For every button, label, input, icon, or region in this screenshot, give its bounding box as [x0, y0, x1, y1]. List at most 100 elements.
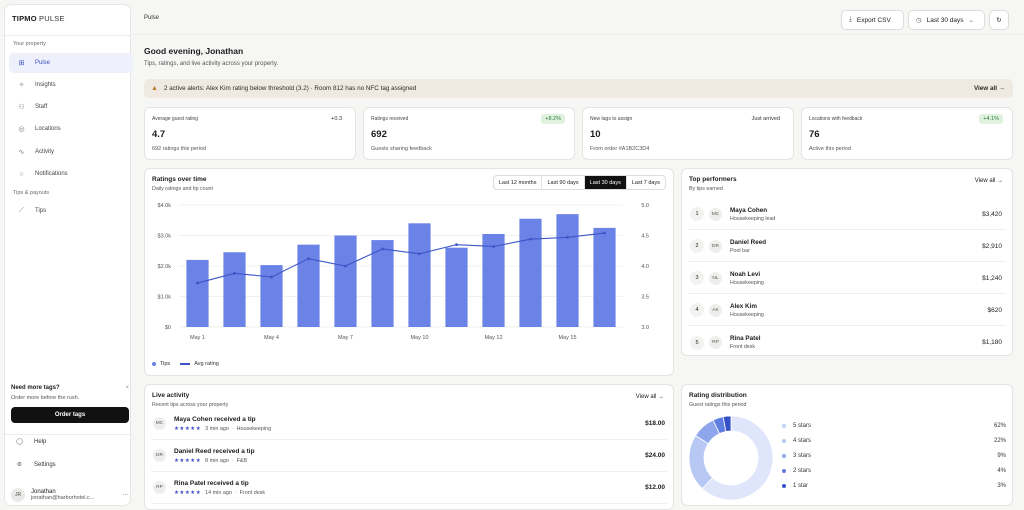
tab-7-days[interactable]: Last 7 days: [631, 179, 660, 186]
donut-slice[interactable]: [722, 415, 732, 432]
tab-12-months[interactable]: Last 12 months: [494, 176, 543, 189]
breadcrumb: Pulse: [144, 15, 160, 21]
ratings-chart: $0 $1.0k $2.0k $3.0k $4.0k 3.0 3.5 4.0 4.5 5.0 May…: [158, 203, 649, 341]
distribution-row: 2 stars 4%: [782, 466, 1006, 476]
sidebar-item-label: Staff: [35, 104, 48, 110]
table-row[interactable]: 2 DR Daniel Reed Pool bar $2,910: [688, 231, 1006, 262]
export-csv-button[interactable]: ⤓ Export CSV: [841, 10, 904, 30]
performer-amount: $2,910: [982, 242, 1002, 250]
activity-title: Maya Cohen received a tip: [174, 415, 256, 423]
chart-title: Ratings over time: [152, 176, 207, 183]
kpi-sub: Active this period: [809, 146, 851, 152]
kpi-delta: +0.3: [331, 116, 342, 122]
bar[interactable]: [408, 223, 431, 327]
distribution-label: 1 star: [793, 483, 809, 489]
separator: ·: [234, 489, 237, 496]
promo-title: Need more tags?: [11, 385, 60, 391]
refresh-button[interactable]: ↻: [989, 10, 1009, 30]
sidebar-item-tips[interactable]: ⟋ Tips: [9, 201, 133, 221]
promo-card: Need more tags? × Order more before the …: [11, 385, 129, 423]
bar[interactable]: [593, 227, 616, 327]
line-point: [344, 264, 347, 268]
legend-swatch: [782, 469, 786, 473]
performers-view-all-link[interactable]: View all →: [974, 178, 1003, 184]
kpi-value: 692: [371, 129, 387, 140]
settings-link[interactable]: ⚙ Settings: [15, 461, 56, 469]
date-range-select[interactable]: ◷ Last 30 days ⌄: [908, 10, 985, 30]
kpi-label: Ratings received: [371, 116, 409, 122]
bar[interactable]: [556, 214, 579, 327]
activity-meta: ★★★★★ 14 min ago · Front desk: [174, 490, 265, 496]
donut-slice[interactable]: [701, 415, 774, 501]
sidebar-item-notifications[interactable]: ○ Notifications: [9, 164, 133, 184]
avatar: RP: [153, 481, 166, 494]
y-tick-label: $0: [165, 325, 171, 331]
top-performers-card: Top performers By tips earned View all →…: [681, 168, 1013, 356]
brand-name: TIPMO: [12, 14, 37, 23]
sidebar-item-staff[interactable]: ⚇ Staff: [9, 97, 133, 117]
tab-90-days[interactable]: Last 90 days: [542, 176, 585, 189]
bar[interactable]: [223, 252, 246, 327]
legend-swatch-avg: [180, 363, 191, 365]
table-row[interactable]: 3 NL Noah Levi Housekeeping $1,240: [688, 263, 1006, 294]
bar[interactable]: [260, 265, 283, 327]
activity-view-all-link[interactable]: View all →: [635, 394, 664, 400]
legend-swatch-tips: [152, 362, 156, 366]
y-tick-label: $2.0k: [158, 264, 172, 270]
distribution-pct: 3%: [997, 483, 1006, 489]
settings-label: Settings: [34, 461, 56, 468]
separator: ·: [231, 457, 234, 464]
performer-name: Daniel Reed: [730, 238, 767, 246]
pin-icon: ◎: [18, 126, 25, 133]
sidebar-item-pulse[interactable]: ⊞ Pulse: [9, 53, 133, 73]
bar[interactable]: [186, 259, 209, 327]
sidebar-item-label: Pulse: [35, 60, 51, 66]
bar[interactable]: [334, 235, 357, 328]
section-label-property: Your property: [13, 41, 46, 47]
avatar: JR: [11, 488, 25, 502]
distribution-label: 5 stars: [793, 423, 812, 429]
table-row[interactable]: 4 AK Alex Kim Housekeeping $620: [688, 295, 1006, 326]
gear-icon: ⚙: [16, 462, 23, 468]
bar[interactable]: [519, 218, 542, 327]
tab-30-days[interactable]: Last 30 days: [584, 176, 627, 189]
sidebar-item-activity[interactable]: ∿ Activity: [9, 142, 133, 162]
distribution-pct: 9%: [997, 453, 1006, 459]
bar[interactable]: [482, 233, 505, 327]
bar[interactable]: [297, 244, 320, 327]
activity-info: Rina Patel received a tip ★★★★★ 14 min ago…: [174, 480, 265, 496]
brand-logo[interactable]: TIPMO PULSE: [12, 14, 65, 23]
sidebar-item-insights[interactable]: ✧ Insights: [9, 75, 133, 95]
bar[interactable]: [445, 247, 468, 327]
table-row[interactable]: 5 RP Rina Patel Front desk $1,180: [688, 327, 1006, 358]
performer-name: Maya Cohen: [730, 206, 768, 214]
bar[interactable]: [371, 240, 394, 327]
order-tags-button[interactable]: Order tags: [11, 407, 129, 423]
list-item[interactable]: MC Maya Cohen received a tip ★★★★★ 3 min ag…: [151, 408, 667, 440]
performer-name: Alex Kim: [730, 302, 757, 310]
list-item[interactable]: DR Daniel Reed received a tip ★★★★★ 8 min a…: [151, 440, 667, 472]
close-icon[interactable]: ×: [125, 385, 129, 391]
legend-swatch: [782, 424, 786, 428]
help-link[interactable]: ◯ Help: [15, 438, 46, 446]
y2-tick-label: 5.0: [641, 203, 649, 209]
kpi-sub: Guests sharing feedback: [371, 146, 432, 152]
kpi-sub: 692 ratings this period: [152, 146, 207, 152]
avatar: RP: [709, 336, 722, 349]
user-menu[interactable]: JR Jonathan jonathan@harborhotel.c... ⋯: [11, 484, 129, 506]
chevron-down-icon: ⌄: [968, 17, 974, 24]
alerts-view-all-link[interactable]: View all →: [973, 85, 1005, 92]
performer-role: Housekeeping: [730, 311, 764, 318]
performer-name: Rina Patel: [730, 335, 761, 342]
list-item[interactable]: RP Rina Patel received a tip ★★★★★ 14 min a…: [151, 472, 667, 504]
distribution-label: 4 stars: [793, 438, 812, 444]
grid-icon: ⊞: [18, 60, 25, 67]
table-row[interactable]: 1 MC Maya Cohen Housekeeping lead $3,420: [688, 199, 1006, 230]
donut-slice[interactable]: [688, 434, 714, 490]
sidebar-item-label: Activity: [35, 149, 55, 155]
sidebar-item-label: Tips: [35, 208, 47, 214]
legend-label-avg: Avg rating: [194, 361, 219, 367]
pulse-icon: ∿: [18, 149, 25, 156]
more-icon[interactable]: ⋯: [122, 492, 129, 499]
sidebar-item-locations[interactable]: ◎ Locations: [9, 119, 133, 139]
